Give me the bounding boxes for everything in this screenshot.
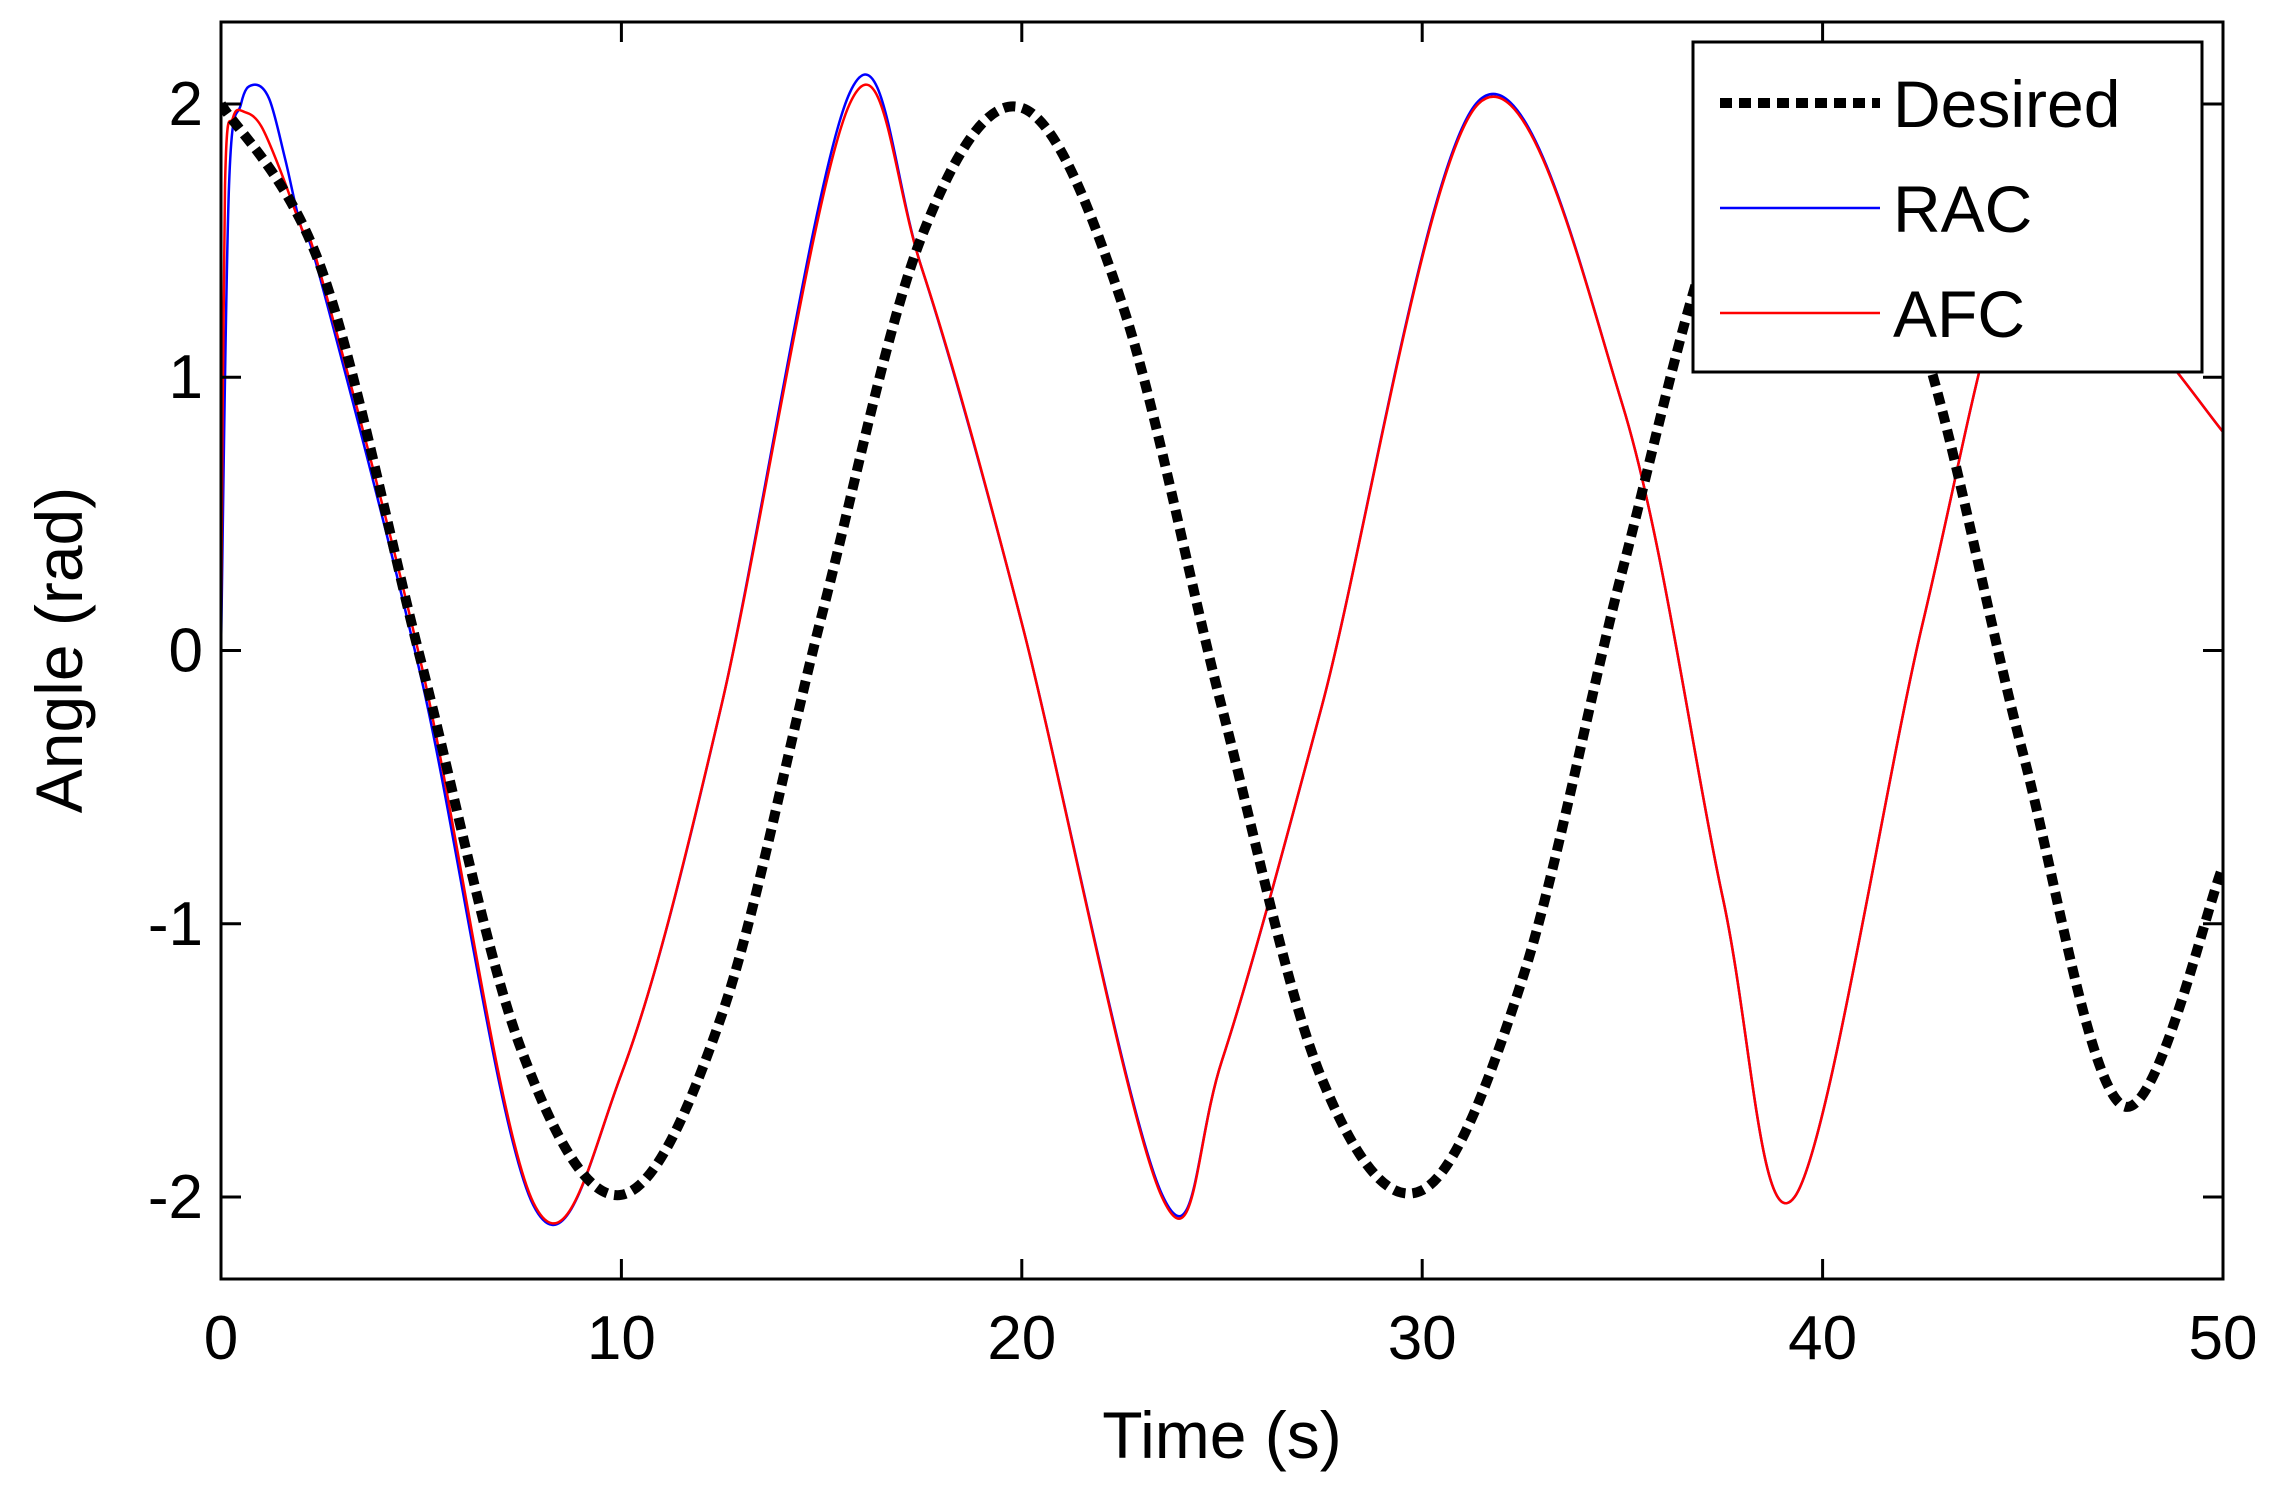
y-axis-title: Angle (rad) bbox=[22, 487, 96, 814]
legend-label-rac: RAC bbox=[1893, 172, 2032, 246]
y-tick-label: 1 bbox=[169, 343, 203, 412]
y-tick-label: 0 bbox=[169, 617, 203, 686]
y-tick-label: -2 bbox=[148, 1163, 203, 1232]
x-tick-label: 50 bbox=[2189, 1304, 2258, 1373]
x-tick-label: 30 bbox=[1388, 1304, 1457, 1373]
legend: Desired RAC AFC bbox=[1691, 40, 2204, 374]
x-tick-label: 20 bbox=[987, 1304, 1056, 1373]
x-tick-label: 10 bbox=[587, 1304, 656, 1373]
x-axis-title: Time (s) bbox=[1102, 1398, 1342, 1472]
y-tick-label: -1 bbox=[148, 890, 203, 959]
y-axis: -2 -1 0 1 2 bbox=[148, 70, 2223, 1232]
y-tick-label: 2 bbox=[169, 70, 203, 139]
x-tick-label: 40 bbox=[1788, 1304, 1857, 1373]
legend-label-desired: Desired bbox=[1893, 67, 2120, 141]
legend-label-afc: AFC bbox=[1893, 277, 2025, 351]
x-tick-label: 0 bbox=[204, 1304, 238, 1373]
x-axis: 0 10 20 30 40 50 bbox=[204, 22, 2258, 1373]
